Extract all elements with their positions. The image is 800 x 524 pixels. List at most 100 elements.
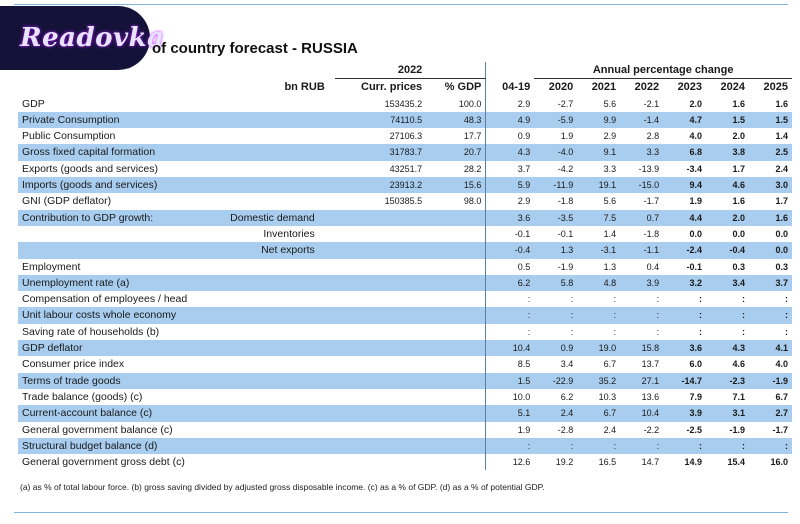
value-cell: 1.9 [485,421,535,438]
curr-price-cell [335,259,426,275]
row-sublabel [191,324,335,340]
value-cell: 1.6 [775,98,788,109]
table-row: General government balance (c) 1.9 -2.8 2.4… [18,421,792,438]
value-cell: -2.5 [686,424,703,435]
value-cell: 6.7 [775,391,788,402]
year-header: 2021 [591,81,617,94]
value-cell: 2.9 [485,193,535,210]
curr-price-cell [335,454,426,470]
value-cell: 4.1 [748,340,792,357]
value-cell: 19.2 [555,457,574,468]
pct-gdp-cell [426,274,486,292]
value-cell: 7.9 [689,391,703,402]
row-label: Unemployment rate (a) [18,274,192,292]
value-cell: 6.2 [560,391,574,402]
value-cell: -1.9 [557,261,574,272]
value-cell: 9.1 [577,144,621,161]
row-label: Saving rate of households (b) [22,325,160,338]
curr-price-cell [335,356,426,372]
row-label: GDP deflator [18,340,192,357]
value-cell: : [485,437,535,455]
logo-text: Readovka [20,23,165,53]
value-cell: -0.1 [485,225,535,243]
pct-gdp-cell: 17.7 [463,131,482,142]
value-cell: 0.0 [732,228,745,239]
value-cell: 1.5 [706,111,749,129]
value-cell: 6.7 [577,405,621,422]
table-row: Consumer price index 8.5 3.4 6.7 13.7 6.0 4.6 4… [18,356,792,373]
value-cell: 4.0 [775,359,788,370]
value-cell: 1.6 [732,98,745,109]
value-cell: 3.8 [706,144,749,161]
value-cell: 3.4 [706,274,749,292]
value-cell: 1.3 [603,261,617,272]
value-cell: -15.0 [620,177,664,194]
value-cell: 5.9 [485,177,535,194]
curr-price-cell [334,242,427,259]
row-sublabel [191,274,335,292]
year-header: 2024 [720,81,745,94]
value-cell: : [663,437,707,455]
value-cell: 0.0 [748,242,792,259]
curr-price-cell: 153435.2 [384,98,423,109]
year-header: 2020 [548,81,574,94]
row-sublabel [191,422,335,438]
value-cell: : [613,326,617,337]
value-cell: 1.7 [775,196,788,207]
value-cell: 4.4 [663,209,707,226]
value-cell: 2.4 [534,405,578,422]
value-cell: 7.1 [732,391,745,402]
value-cell: -3.5 [534,209,578,226]
pct-gdp-cell [426,307,486,324]
value-cell: 9.4 [663,177,707,194]
value-cell: : [577,437,621,455]
value-cell: -13.9 [638,163,660,174]
readovka-logo: Readovka [0,6,164,70]
row-sublabel [191,437,335,455]
curr-prices-header: Curr. prices [361,81,423,94]
value-cell: 19.1 [577,177,621,194]
row-sublabel [191,161,335,177]
row-label: Employment [22,260,81,273]
value-cell: 3.3 [620,144,664,161]
curr-price-cell [335,389,426,405]
value-cell: 3.6 [485,209,535,226]
table-row: Net exports -0.4 1.3 -3.1 -1.1 -2.4 -0.4 0.0 [18,242,792,259]
value-cell: 4.3 [485,144,535,161]
value-cell: 0.9 [485,128,535,145]
value-cell: : [485,307,535,324]
value-cell: 10.4 [620,405,664,422]
row-label [18,242,192,259]
value-cell: -1.9 [748,372,792,389]
row-label: GNI (GDP deflator) [22,195,112,208]
row-label: General government balance (c) [22,423,173,436]
pct-gdp-cell: 20.7 [426,144,486,161]
value-cell: 35.2 [577,372,621,389]
value-cell: 3.6 [663,340,707,357]
value-cell: 16.0 [770,457,788,468]
row-label: Trade balance (goods) (c) [22,390,143,403]
pct-gdp-cell: 15.6 [426,177,486,194]
value-cell: -4.0 [534,144,578,161]
value-cell: : [785,326,788,337]
pct-gdp-cell [426,422,486,438]
curr-price-cell: 43251.7 [389,163,423,174]
value-cell: 14.9 [684,457,703,468]
value-cell: 2.4 [603,424,617,435]
row-sublabel [191,291,335,307]
value-cell: 1.6 [748,209,792,226]
year-header: 2023 [677,81,703,94]
value-cell: 4.0 [689,131,703,142]
value-cell: 3.9 [663,405,707,422]
value-cell: : [663,307,707,324]
value-cell: : [699,294,703,305]
value-cell: 2.4 [775,163,788,174]
value-cell: 1.6 [732,196,745,207]
row-sublabel [191,111,335,129]
curr-price-cell: 23913.2 [334,177,427,194]
value-cell: : [748,307,792,324]
value-cell: -2.8 [557,424,574,435]
value-cell: 2.9 [603,131,617,142]
value-cell: 10.4 [485,340,535,357]
curr-price-cell [334,437,427,455]
